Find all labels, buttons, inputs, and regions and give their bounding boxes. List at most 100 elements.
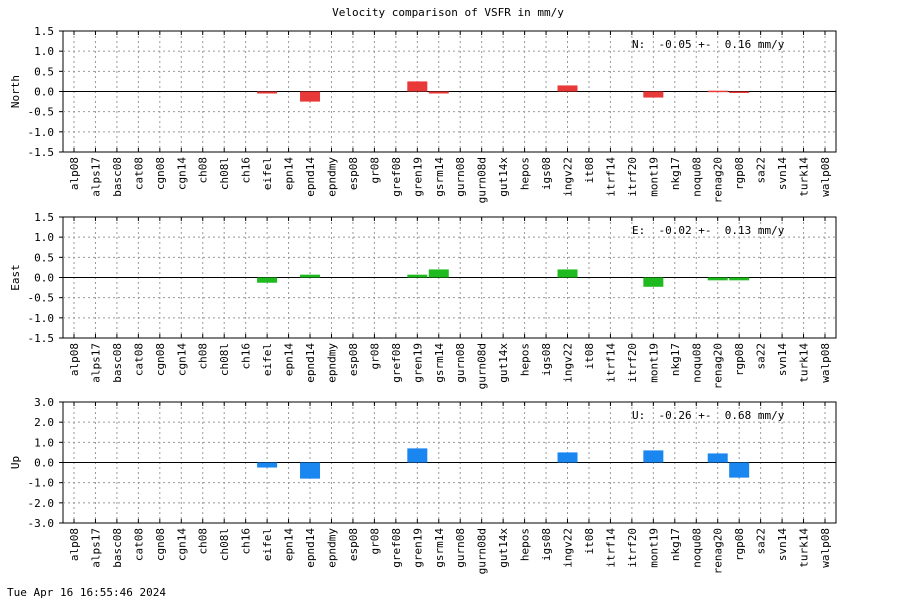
x-tick-label: alp08 xyxy=(68,157,81,190)
x-tick-label: turk14 xyxy=(798,343,811,383)
x-tick-label: mont19 xyxy=(647,157,660,197)
x-tick-label: nkg17 xyxy=(669,343,682,376)
x-tick-label: gsrm14 xyxy=(433,343,446,383)
y-tick-label: 1.0 xyxy=(34,231,54,244)
y-tick-label: 1.0 xyxy=(34,45,54,58)
x-tick-label: ingv22 xyxy=(562,343,575,383)
x-tick-label: sa22 xyxy=(755,157,768,184)
x-tick-label: eifel xyxy=(261,343,274,376)
x-tick-label: gut14x xyxy=(497,343,510,383)
bar-renag20 xyxy=(707,277,728,281)
x-tick-label: gurn08 xyxy=(454,157,467,197)
x-tick-label: ch16 xyxy=(240,343,253,370)
bar-ingv22 xyxy=(557,85,578,92)
x-tick-label: svn14 xyxy=(776,157,789,190)
x-tick-label: gref08 xyxy=(390,157,403,197)
x-tick-label: renag20 xyxy=(712,528,725,574)
bar-gren19 xyxy=(407,81,428,92)
x-tick-label: alps17 xyxy=(89,528,102,568)
bar-mont19 xyxy=(643,91,664,98)
x-tick-label: ch16 xyxy=(240,528,253,555)
x-tick-label: svn14 xyxy=(776,343,789,376)
x-tick-label: rgp08 xyxy=(733,343,746,376)
x-tick-label: gref08 xyxy=(390,343,403,383)
x-tick-label: eifel xyxy=(261,528,274,561)
x-tick-label: gurn08d xyxy=(476,157,489,203)
y-tick-label: -0.5 xyxy=(28,106,55,119)
stats-annotation: E: -0.02 +- 0.13 mm/y xyxy=(632,224,785,237)
x-tick-label: gr08 xyxy=(368,528,381,555)
x-tick-label: eifel xyxy=(261,157,274,190)
x-tick-label: mont19 xyxy=(647,528,660,568)
bar-eifel xyxy=(257,91,278,94)
x-tick-label: it08 xyxy=(583,157,596,184)
x-tick-label: sa22 xyxy=(755,343,768,370)
x-tick-label: sa22 xyxy=(755,528,768,555)
bar-ingv22 xyxy=(557,269,578,278)
x-tick-label: ch08l xyxy=(218,343,231,376)
x-tick-label: gut14x xyxy=(497,157,510,197)
x-tick-label: ch08l xyxy=(218,528,231,561)
bar-gren19 xyxy=(407,448,428,463)
x-tick-label: alps17 xyxy=(89,343,102,383)
x-tick-label: gurn08d xyxy=(476,528,489,574)
y-tick-label: 0.0 xyxy=(34,457,54,470)
bar-epnd14 xyxy=(300,91,321,102)
x-tick-label: epn14 xyxy=(283,157,296,190)
x-tick-label: epn14 xyxy=(283,343,296,376)
x-tick-label: itrf20 xyxy=(626,528,639,568)
y-tick-label: -1.5 xyxy=(28,146,55,159)
y-tick-label: 1.5 xyxy=(34,25,54,38)
x-tick-label: noqu08 xyxy=(690,528,703,568)
x-tick-label: basc08 xyxy=(111,343,124,383)
x-tick-label: basc08 xyxy=(111,157,124,197)
x-tick-label: gurn08 xyxy=(454,528,467,568)
x-tick-label: epnd14 xyxy=(304,157,317,197)
x-tick-label: gr08 xyxy=(368,157,381,184)
x-tick-label: cat08 xyxy=(132,343,145,376)
bar-renag20 xyxy=(707,90,728,93)
x-tick-label: alp08 xyxy=(68,343,81,376)
x-tick-label: cgn08 xyxy=(154,528,167,561)
chart-title: Velocity comparison of VSFR in mm/y xyxy=(332,6,564,19)
x-tick-label: gref08 xyxy=(390,528,403,568)
x-tick-label: it08 xyxy=(583,343,596,370)
bar-epnd14 xyxy=(300,274,321,278)
x-tick-label: igs08 xyxy=(540,157,553,190)
x-tick-label: ingv22 xyxy=(562,157,575,197)
y-tick-label: 1.0 xyxy=(34,436,54,449)
x-tick-label: epndmy xyxy=(325,157,338,197)
x-tick-label: rgp08 xyxy=(733,528,746,561)
x-tick-label: it08 xyxy=(583,528,596,555)
x-tick-label: gut14x xyxy=(497,528,510,568)
y-axis-label: East xyxy=(9,264,22,291)
x-tick-label: turk14 xyxy=(798,157,811,197)
x-tick-label: esp08 xyxy=(347,528,360,561)
y-tick-label: 0.0 xyxy=(34,86,54,99)
x-tick-label: epndmy xyxy=(325,528,338,568)
x-tick-label: alp08 xyxy=(68,528,81,561)
x-tick-label: cat08 xyxy=(132,157,145,190)
x-tick-label: cgn08 xyxy=(154,157,167,190)
bar-rgp08 xyxy=(729,277,750,281)
x-tick-label: cgn08 xyxy=(154,343,167,376)
bar-gren19 xyxy=(407,274,428,278)
x-tick-label: turk14 xyxy=(798,528,811,568)
bar-ingv22 xyxy=(557,452,578,463)
bar-gsrm14 xyxy=(428,269,449,278)
x-tick-label: igs08 xyxy=(540,528,553,561)
x-tick-label: svn14 xyxy=(776,528,789,561)
x-tick-label: nkg17 xyxy=(669,157,682,190)
stats-annotation: U: -0.26 +- 0.68 mm/y xyxy=(632,409,785,422)
y-tick-label: -3.0 xyxy=(28,517,55,530)
x-tick-label: gr08 xyxy=(368,343,381,370)
bar-eifel xyxy=(257,277,278,283)
x-tick-label: ch08 xyxy=(197,528,210,555)
x-tick-label: noqu08 xyxy=(690,343,703,383)
x-tick-label: itrf20 xyxy=(626,343,639,383)
x-tick-label: esp08 xyxy=(347,157,360,190)
x-tick-label: walp08 xyxy=(819,343,832,383)
x-tick-label: cgn14 xyxy=(175,343,188,376)
x-tick-label: noqu08 xyxy=(690,157,703,197)
